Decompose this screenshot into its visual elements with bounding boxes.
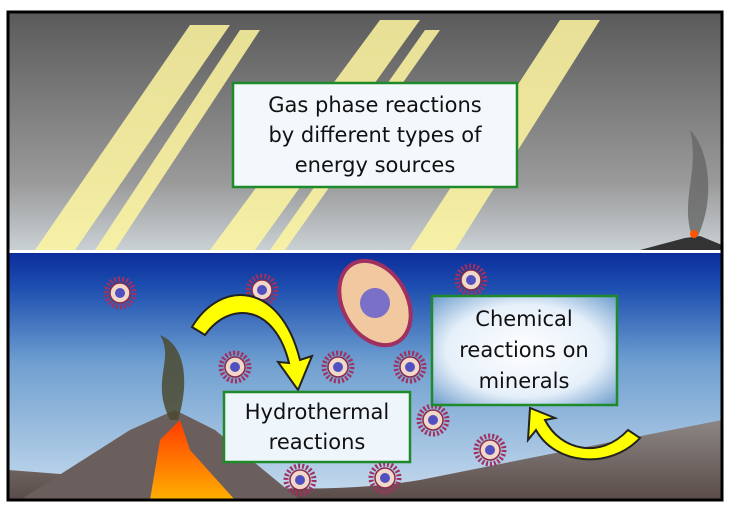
page: Gas phase reactions by different types o…: [0, 0, 731, 515]
gas-phase-label: Gas phase reactions: [268, 93, 481, 117]
gas-phase-label: by different types of: [268, 123, 482, 147]
sea-surface: [8, 250, 722, 253]
gas-phase-label: energy sources: [295, 153, 456, 177]
minerals-label: minerals: [479, 369, 570, 393]
illustration: Gas phase reactions by different types o…: [0, 0, 731, 515]
hydrothermal-label: Hydrothermal: [245, 400, 389, 424]
hydrothermal-label: reactions: [269, 430, 366, 454]
minerals-label: reactions on: [459, 338, 589, 362]
minerals-label: Chemical: [475, 307, 572, 331]
lava-glow: [690, 230, 698, 238]
